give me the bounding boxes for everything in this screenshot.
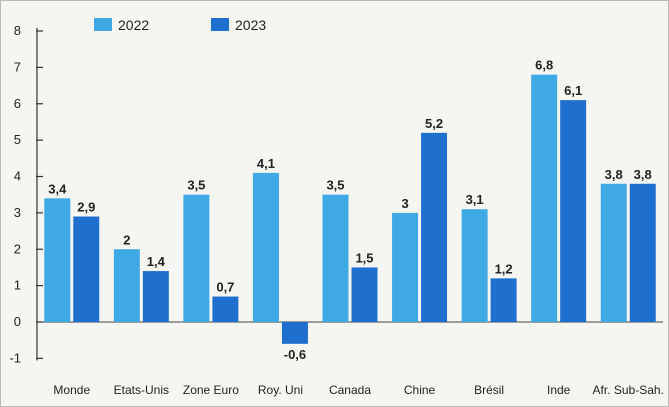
legend-swatch-2022 [94, 18, 112, 31]
bar-2023-8 [629, 183, 656, 322]
data-label: 1,5 [355, 250, 373, 265]
legend-swatch-2023 [211, 18, 229, 31]
legend-label: 2022 [118, 17, 149, 33]
bar-2022-3 [252, 172, 279, 322]
bar-2022-1 [113, 249, 140, 322]
y-tick-label: -1 [9, 350, 21, 365]
y-tick-label: 0 [14, 314, 21, 329]
category-label: Monde [53, 383, 90, 397]
data-label: 3,4 [48, 181, 67, 196]
data-label: 0,7 [216, 280, 234, 295]
y-tick-label: 5 [14, 132, 21, 147]
category-label: Inde [547, 383, 571, 397]
category-label: Brésil [474, 383, 504, 397]
data-label: 6,1 [564, 83, 582, 98]
y-tick-label: 3 [14, 205, 21, 220]
category-label: Chine [404, 383, 436, 397]
bar-2022-0 [44, 198, 71, 322]
bar-2023-0 [73, 216, 100, 322]
y-tick-label: 7 [14, 59, 21, 74]
bars [44, 74, 656, 344]
data-label: 2 [123, 232, 130, 247]
category-label: Zone Euro [183, 383, 239, 397]
data-label: 3,8 [634, 167, 652, 182]
data-label: 2,9 [77, 200, 95, 215]
bar-2022-4 [322, 194, 349, 322]
bar-2022-2 [183, 194, 210, 322]
bar-2022-6 [461, 209, 488, 322]
axes: -1 0 1 2 3 4 5 6 7 8 [9, 23, 663, 365]
y-tick-label: 4 [14, 169, 21, 184]
category-label: Roy. Uni [258, 383, 303, 397]
y-tick-label: 2 [14, 241, 21, 256]
data-label: 3,5 [187, 178, 205, 193]
bar-2022-5 [392, 212, 419, 322]
data-label: 5,2 [425, 116, 443, 131]
data-label: 4,1 [257, 156, 275, 171]
data-label: 3,1 [466, 192, 484, 207]
labels: 3,4 2,9 Monde 2 1,4 Etats-Unis 3,5 0,7 Zone Euro… [48, 58, 664, 397]
category-label: Etats-Unis [114, 383, 169, 397]
data-label: 1,4 [147, 254, 166, 269]
category-label: Canada [329, 383, 371, 397]
bar-2023-6 [490, 278, 517, 322]
category-label: Afr. Sub-Sah. [593, 383, 664, 397]
data-label: 3,5 [326, 178, 344, 193]
bar-2022-7 [531, 74, 558, 323]
y-tick-label: 8 [14, 23, 21, 38]
bar-2022-8 [600, 183, 627, 322]
data-label: 3,8 [605, 167, 623, 182]
data-label: 1,2 [495, 261, 513, 276]
bar-2023-1 [142, 271, 169, 322]
bar-2023-3 [281, 322, 308, 344]
data-label: -0,6 [284, 347, 306, 362]
bar-2023-2 [212, 296, 239, 322]
data-label: 3 [401, 196, 408, 211]
data-label: 6,8 [535, 58, 553, 73]
legend: 2022 2023 [94, 17, 266, 33]
y-tick-label: 6 [14, 96, 21, 111]
bar-2023-4 [351, 267, 378, 322]
y-tick-label: 1 [14, 278, 21, 293]
bar-2023-5 [421, 132, 448, 322]
legend-label: 2023 [235, 17, 266, 33]
bar-2023-7 [560, 100, 587, 322]
